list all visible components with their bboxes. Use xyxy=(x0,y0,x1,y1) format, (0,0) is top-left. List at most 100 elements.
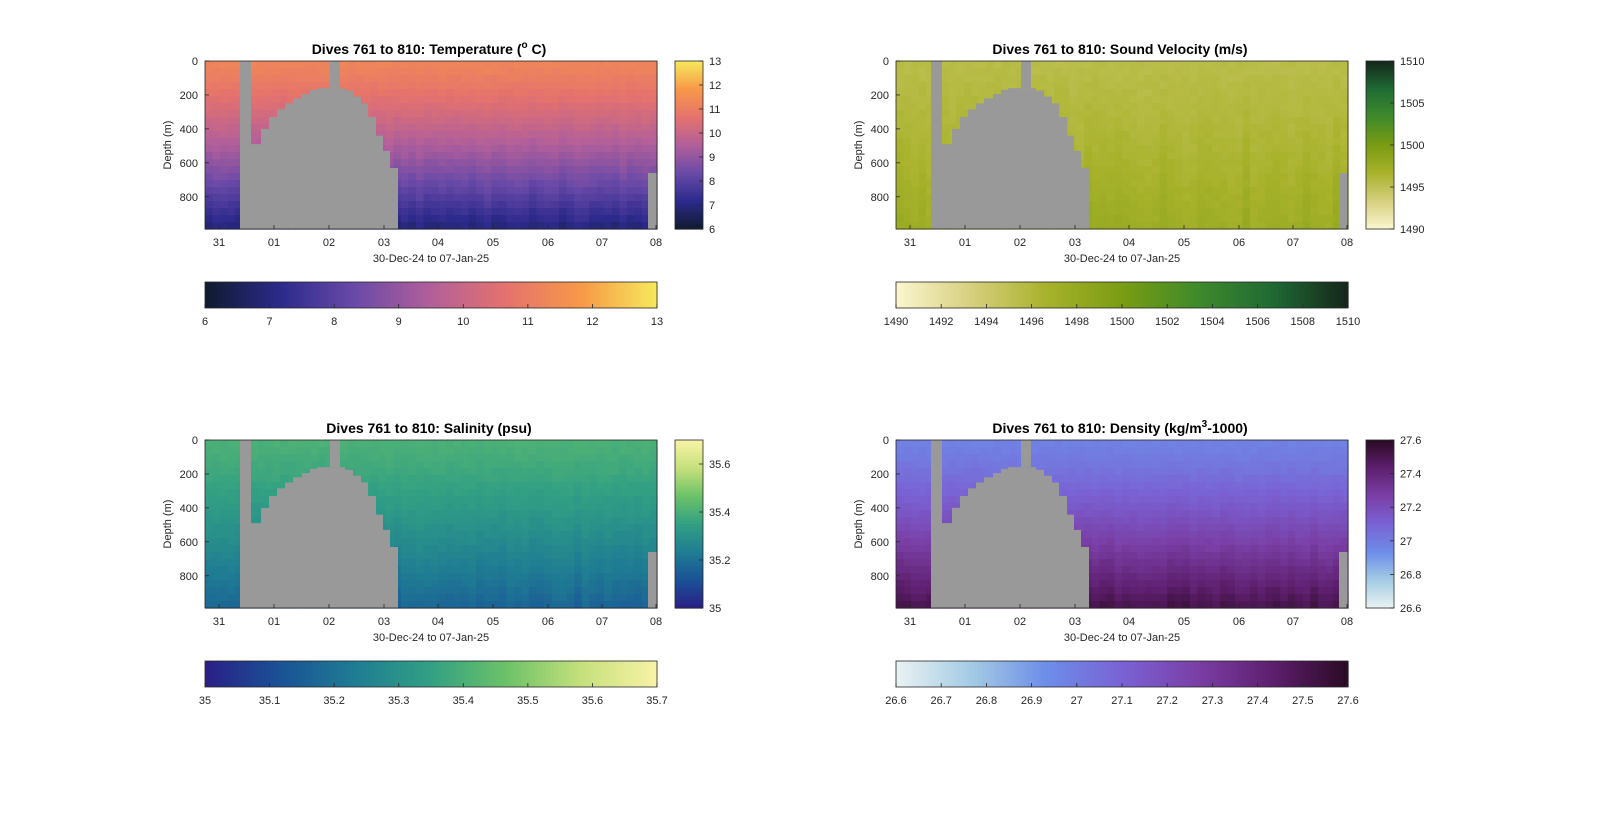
heatmap-cell xyxy=(896,110,905,118)
heatmap-cell xyxy=(589,82,598,90)
heatmap-cell xyxy=(461,601,470,609)
colorbar-segment xyxy=(1113,282,1119,308)
heatmap-cell xyxy=(227,222,236,230)
heatmap-cell xyxy=(1167,103,1176,111)
heatmap-cell xyxy=(528,510,538,518)
heatmap-cell xyxy=(446,482,455,490)
heatmap-cell xyxy=(227,117,236,125)
heatmap-cell xyxy=(506,517,515,525)
colorbar-segment xyxy=(1366,134,1394,138)
heatmap-cell xyxy=(408,89,417,97)
heatmap-cell xyxy=(355,447,364,455)
heatmap-cell xyxy=(551,524,560,532)
heatmap-cell xyxy=(1159,145,1168,153)
heatmap-cell xyxy=(551,531,560,539)
colorbar-segment xyxy=(1138,282,1144,308)
colorbar-segment xyxy=(1265,282,1271,308)
heatmap-cell xyxy=(1317,131,1326,139)
heatmap-cell xyxy=(926,215,935,223)
heatmap-cell xyxy=(498,447,507,455)
heatmap-cell xyxy=(340,447,349,455)
no-data-region xyxy=(383,529,390,608)
colorbar-tick-label: 1508 xyxy=(1291,316,1315,328)
heatmap-cell xyxy=(626,215,635,223)
heatmap-cell xyxy=(400,496,409,504)
heatmap-cell xyxy=(1174,138,1183,146)
heatmap-cell xyxy=(1242,131,1251,139)
heatmap-cell xyxy=(476,145,485,153)
heatmap-cell xyxy=(1280,152,1289,160)
colorbar-tick-label: 1498 xyxy=(1065,316,1089,328)
colorbar-segment xyxy=(675,602,703,606)
heatmap-cell xyxy=(611,145,620,153)
heatmap-cell xyxy=(205,222,214,230)
heatmap-cell xyxy=(948,68,957,76)
heatmap-cell xyxy=(506,180,515,188)
heatmap-cell xyxy=(446,496,455,504)
heatmap-cell xyxy=(370,461,379,469)
heatmap-cell xyxy=(1212,61,1221,69)
heatmap-cell xyxy=(1144,166,1153,174)
heatmap-cell xyxy=(1219,222,1229,230)
colorbar-segment xyxy=(675,558,703,562)
no-data-region xyxy=(293,477,302,608)
heatmap-cell xyxy=(325,454,334,462)
heatmap-cell xyxy=(205,201,214,209)
heatmap-cell xyxy=(513,580,522,588)
heatmap-cell xyxy=(446,545,455,553)
heatmap-cell xyxy=(310,440,319,448)
heatmap-cell xyxy=(566,110,575,118)
heatmap-cell xyxy=(235,145,244,153)
heatmap-cell xyxy=(468,524,477,532)
colorbar-segment xyxy=(307,282,313,308)
heatmap-cell xyxy=(528,159,538,167)
heatmap-cell xyxy=(1280,75,1289,83)
heatmap-cell xyxy=(1182,61,1191,69)
heatmap-cell xyxy=(521,531,530,539)
heatmap-cell xyxy=(926,180,935,188)
heatmap-cell xyxy=(1332,103,1342,111)
heatmap-cell xyxy=(1212,96,1221,104)
heatmap-cell xyxy=(423,524,432,532)
heatmap-cell xyxy=(528,489,538,497)
heatmap-cell xyxy=(1129,82,1138,90)
heatmap-cell xyxy=(468,573,477,581)
heatmap-cell xyxy=(1340,89,1349,97)
heatmap-cell xyxy=(363,75,372,83)
heatmap-cell xyxy=(468,510,477,518)
heatmap-cell xyxy=(287,68,296,76)
heatmap-cell xyxy=(1227,194,1236,202)
heatmap-cell xyxy=(948,117,957,125)
heatmap-cell xyxy=(1174,194,1183,202)
colorbar-segment xyxy=(1171,282,1177,308)
heatmap-cell xyxy=(235,180,244,188)
heatmap-cell xyxy=(649,131,658,139)
heatmap-cell xyxy=(581,531,590,539)
heatmap-cell xyxy=(408,587,417,595)
heatmap-cell xyxy=(1099,110,1108,118)
heatmap-cell xyxy=(498,573,507,581)
heatmap-cell xyxy=(370,96,379,104)
heatmap-cell xyxy=(1204,103,1213,111)
heatmap-cell xyxy=(551,180,560,188)
colorbar-tick-label: 35.6 xyxy=(709,459,730,471)
heatmap-cell xyxy=(611,194,620,202)
heatmap-cell xyxy=(1076,131,1085,139)
heatmap-cell xyxy=(1295,82,1304,90)
heatmap-cell xyxy=(220,110,229,118)
heatmap-cell xyxy=(491,208,500,216)
heatmap-cell xyxy=(649,124,658,132)
no-data-region xyxy=(1059,117,1067,229)
heatmap-cell xyxy=(911,117,920,125)
heatmap-cell xyxy=(205,587,214,595)
colorbar-segment xyxy=(332,282,338,308)
heatmap-cell xyxy=(205,496,214,504)
heatmap-cell xyxy=(1167,180,1176,188)
colorbar-segment xyxy=(675,581,703,585)
colorbar-segment xyxy=(675,589,703,593)
heatmap-cell xyxy=(220,517,229,525)
heatmap-cell xyxy=(491,89,500,97)
heatmap-cell xyxy=(393,461,402,469)
colorbar-segment xyxy=(675,545,703,549)
heatmap-cell xyxy=(415,524,425,532)
